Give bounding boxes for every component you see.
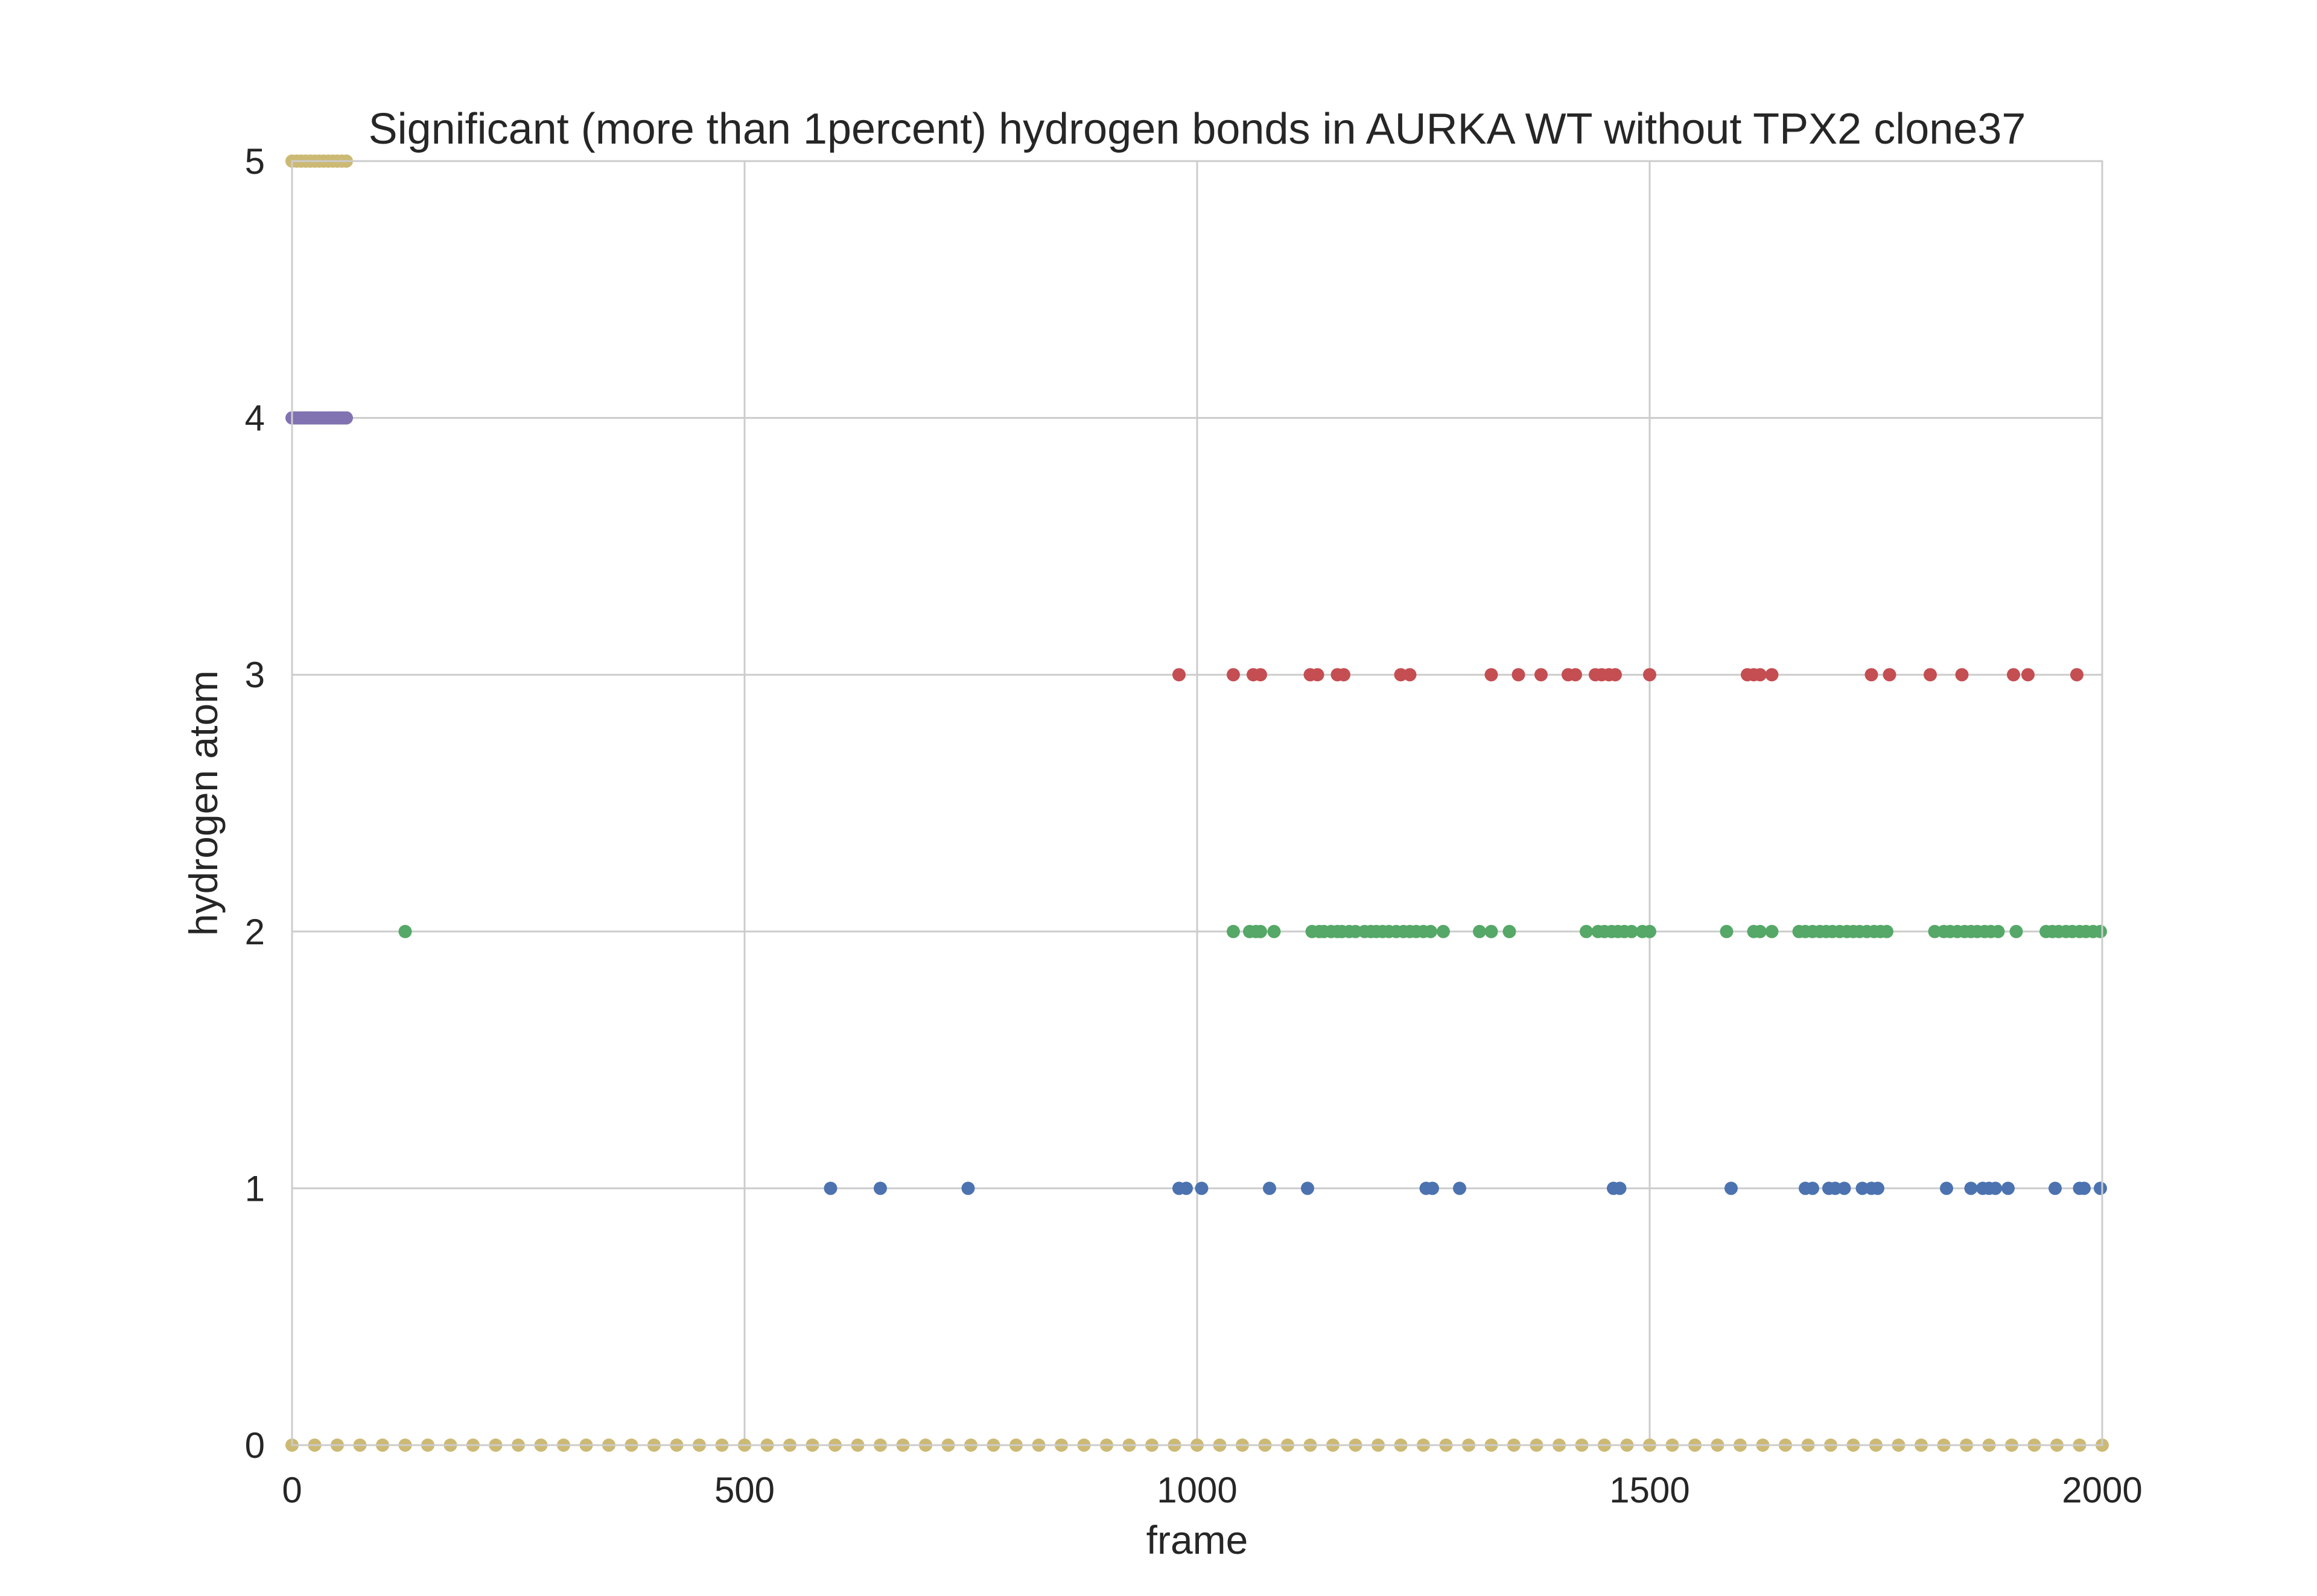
y-tick-label: 4 xyxy=(245,398,265,439)
y-axis-label: hydrogen atom xyxy=(181,670,226,936)
x-axis-label: frame xyxy=(1146,1518,1248,1562)
data-point xyxy=(1426,1181,1439,1195)
data-point xyxy=(2077,1181,2091,1195)
x-tick-label: 2000 xyxy=(2062,1470,2142,1510)
data-point xyxy=(1991,924,2005,938)
data-point xyxy=(2094,924,2107,938)
data-point xyxy=(1753,668,1767,682)
data-point xyxy=(2070,668,2083,682)
grid xyxy=(292,161,2102,1445)
data-point xyxy=(1254,668,1267,682)
x-tick-label: 0 xyxy=(282,1470,302,1510)
data-point xyxy=(2048,1181,2062,1195)
data-point xyxy=(1254,924,1267,938)
data-point xyxy=(1180,1181,1193,1195)
y-tick-label: 5 xyxy=(245,141,265,182)
data-point xyxy=(1172,668,1186,682)
data-point xyxy=(1580,924,1593,938)
x-tick-label: 500 xyxy=(714,1470,775,1510)
data-point xyxy=(1765,668,1779,682)
data-point xyxy=(1643,924,1656,938)
data-point xyxy=(1625,924,1638,938)
data-point xyxy=(1301,1181,1314,1195)
chart-title: Significant (more than 1percent) hydroge… xyxy=(369,105,2026,153)
y-tick-label: 0 xyxy=(245,1425,265,1466)
data-point xyxy=(961,1181,975,1195)
data-point xyxy=(1534,668,1548,682)
data-point xyxy=(2007,668,2020,682)
series-2 xyxy=(398,924,2107,938)
data-point xyxy=(1753,924,1767,938)
data-point xyxy=(1871,1181,1884,1195)
data-point xyxy=(874,1181,887,1195)
data-point xyxy=(1806,1181,1819,1195)
data-point xyxy=(1227,924,1240,938)
data-point xyxy=(340,411,353,425)
data-point xyxy=(824,1181,837,1195)
data-point xyxy=(1569,668,1582,682)
tick-labels: 0 500 1000 1500 2000 0 1 2 3 4 5 xyxy=(245,141,2143,1510)
data-point xyxy=(1424,924,1437,938)
data-point xyxy=(1609,668,1622,682)
data-point xyxy=(1473,924,1486,938)
data-point xyxy=(1403,668,1417,682)
data-point xyxy=(1511,668,1525,682)
data-point xyxy=(2001,1181,2015,1195)
data-point xyxy=(1643,668,1656,682)
data-point xyxy=(1724,1181,1738,1195)
data-point xyxy=(1227,668,1240,682)
data-point xyxy=(1720,924,1734,938)
data-point xyxy=(2021,668,2035,682)
y-tick-label: 2 xyxy=(245,912,265,952)
data-point xyxy=(1924,668,1937,682)
series-3 xyxy=(1172,668,2083,682)
data-point xyxy=(1337,668,1350,682)
data-point xyxy=(1311,668,1324,682)
data-point xyxy=(1484,924,1498,938)
data-point xyxy=(1955,668,1969,682)
data-point xyxy=(1267,924,1281,938)
data-point xyxy=(2009,924,2023,938)
series-4 xyxy=(285,411,353,425)
x-tick-label: 1000 xyxy=(1157,1470,1237,1510)
data-point xyxy=(398,924,412,938)
data-point xyxy=(1880,924,1893,938)
data-point xyxy=(1940,1181,1953,1195)
plot-frame xyxy=(291,160,2103,1446)
data-point xyxy=(1195,1181,1209,1195)
data-point xyxy=(1989,1181,2002,1195)
data-point xyxy=(1502,924,1516,938)
series-1 xyxy=(824,1181,2107,1195)
data-point xyxy=(1864,668,1878,682)
data-point xyxy=(2094,1181,2107,1195)
data-point xyxy=(1883,668,1896,682)
data-point xyxy=(1484,668,1498,682)
data-point xyxy=(1964,1181,1978,1195)
data-point xyxy=(1263,1181,1276,1195)
data-point xyxy=(1837,1181,1851,1195)
y-tick-label: 1 xyxy=(245,1168,265,1209)
y-tick-label: 3 xyxy=(245,655,265,695)
data-point xyxy=(1453,1181,1466,1195)
x-tick-label: 1500 xyxy=(1609,1470,1689,1510)
data-point xyxy=(1613,1181,1627,1195)
data-point xyxy=(1765,924,1779,938)
data-point xyxy=(1437,924,1450,938)
